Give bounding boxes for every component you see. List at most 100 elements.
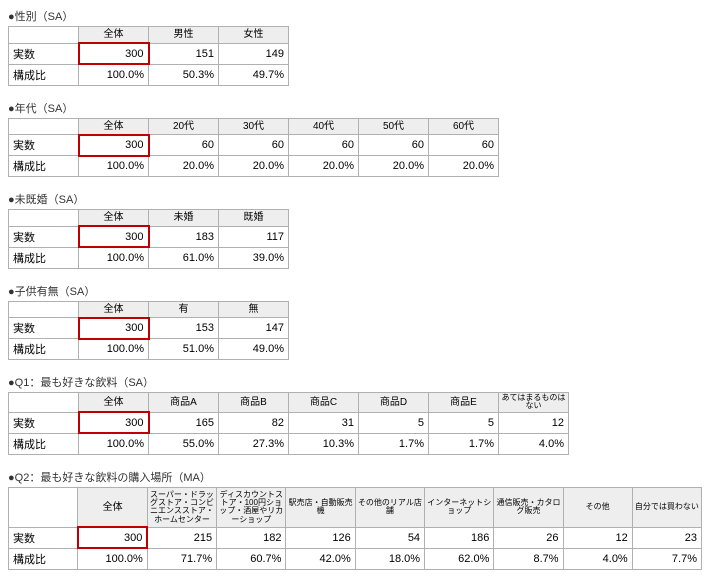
col-header: スーパー・ドラッグストア・コンビニエンスストア・ホームセンター (147, 487, 216, 527)
row-header-count: 実数 (9, 135, 79, 156)
row-header-ratio: 構成比 (9, 548, 78, 569)
col-header: 男性 (149, 27, 219, 44)
total-count-cell: 300 (79, 43, 149, 64)
col-header: 既婚 (219, 210, 289, 227)
ratio-cell: 71.7% (147, 548, 216, 569)
corner-cell (9, 210, 79, 227)
section-title: ●Q1：最も好きな飲料（SA） (8, 374, 702, 390)
ratio-cell: 10.3% (289, 433, 359, 454)
row-header-count: 実数 (9, 43, 79, 64)
row-header-count: 実数 (9, 318, 79, 339)
section-0: ●性別（SA） 全体男性女性実数300151149構成比100.0%50.3%4… (8, 8, 702, 86)
section-2: ●未既婚（SA） 全体未婚既婚実数300183117構成比100.0%61.0%… (8, 191, 702, 269)
count-cell: 60 (149, 135, 219, 156)
ratio-cell: 39.0% (219, 247, 289, 268)
count-cell: 182 (217, 527, 286, 548)
section-4: ●Q1：最も好きな飲料（SA） 全体商品A商品B商品C商品D商品Eあてはまるもの… (8, 374, 702, 455)
count-cell: 5 (429, 412, 499, 433)
col-header: 30代 (219, 118, 289, 135)
ratio-cell: 8.7% (494, 548, 563, 569)
section-1: ●年代（SA） 全体20代30代40代50代60代実数3006060606060… (8, 100, 702, 178)
count-cell: 12 (563, 527, 632, 548)
col-header: ディスカウントストア・100円ショップ・酒屋やリカーショップ (217, 487, 286, 527)
section-title: ●子供有無（SA） (8, 283, 702, 299)
ratio-cell: 62.0% (425, 548, 494, 569)
count-cell: 5 (359, 412, 429, 433)
data-table: 全体男性女性実数300151149構成比100.0%50.3%49.7% (8, 26, 289, 86)
col-header: 商品D (359, 393, 429, 413)
col-header-total: 全体 (79, 27, 149, 44)
count-cell: 54 (355, 527, 424, 548)
section-3: ●子供有無（SA） 全体有無実数300153147構成比100.0%51.0%4… (8, 283, 702, 361)
ratio-cell: 100.0% (79, 339, 149, 360)
count-cell: 147 (219, 318, 289, 339)
row-header-ratio: 構成比 (9, 247, 79, 268)
col-header-total: 全体 (79, 393, 149, 413)
ratio-cell: 7.7% (632, 548, 701, 569)
col-header: 駅売店・自動販売機 (286, 487, 355, 527)
ratio-cell: 20.0% (219, 156, 289, 177)
row-header-ratio: 構成比 (9, 156, 79, 177)
count-cell: 153 (149, 318, 219, 339)
section-title: ●性別（SA） (8, 8, 702, 24)
ratio-cell: 50.3% (149, 64, 219, 85)
ratio-cell: 49.7% (219, 64, 289, 85)
data-table: 全体商品A商品B商品C商品D商品Eあてはまるものはない実数30016582315… (8, 392, 569, 455)
col-header: 50代 (359, 118, 429, 135)
ratio-cell: 20.0% (289, 156, 359, 177)
count-cell: 60 (219, 135, 289, 156)
col-header: 20代 (149, 118, 219, 135)
section-title: ●未既婚（SA） (8, 191, 702, 207)
count-cell: 149 (219, 43, 289, 64)
total-count-cell: 300 (79, 412, 149, 433)
ratio-cell: 18.0% (355, 548, 424, 569)
ratio-cell: 42.0% (286, 548, 355, 569)
corner-cell (9, 487, 78, 527)
ratio-cell: 20.0% (149, 156, 219, 177)
col-header: 40代 (289, 118, 359, 135)
ratio-cell: 1.7% (359, 433, 429, 454)
corner-cell (9, 301, 79, 318)
ratio-cell: 20.0% (429, 156, 499, 177)
ratio-cell: 4.0% (563, 548, 632, 569)
col-header: その他 (563, 487, 632, 527)
count-cell: 12 (499, 412, 569, 433)
col-header: 女性 (219, 27, 289, 44)
col-header: インターネットショップ (425, 487, 494, 527)
count-cell: 183 (149, 226, 219, 247)
data-table: 全体未婚既婚実数300183117構成比100.0%61.0%39.0% (8, 209, 289, 269)
col-header: 商品C (289, 393, 359, 413)
section-title: ●年代（SA） (8, 100, 702, 116)
col-header-total: 全体 (79, 118, 149, 135)
ratio-cell: 61.0% (149, 247, 219, 268)
col-header: 有 (149, 301, 219, 318)
data-table: 全体有無実数300153147構成比100.0%51.0%49.0% (8, 301, 289, 361)
col-header: 商品A (149, 393, 219, 413)
col-header: 無 (219, 301, 289, 318)
ratio-cell: 100.0% (79, 156, 149, 177)
ratio-cell: 51.0% (149, 339, 219, 360)
count-cell: 60 (429, 135, 499, 156)
count-cell: 165 (149, 412, 219, 433)
corner-cell (9, 27, 79, 44)
total-count-cell: 300 (78, 527, 147, 548)
row-header-ratio: 構成比 (9, 64, 79, 85)
col-header: その他のリアル店舗 (355, 487, 424, 527)
data-table: 全体スーパー・ドラッグストア・コンビニエンスストア・ホームセンターディスカウント… (8, 487, 702, 570)
corner-cell (9, 393, 79, 413)
count-cell: 60 (359, 135, 429, 156)
total-count-cell: 300 (79, 135, 149, 156)
corner-cell (9, 118, 79, 135)
col-header: 通信販売・カタログ販売 (494, 487, 563, 527)
col-header: 60代 (429, 118, 499, 135)
col-header: 未婚 (149, 210, 219, 227)
section-5: ●Q2：最も好きな飲料の購入場所（MA） 全体スーパー・ドラッグストア・コンビニ… (8, 469, 702, 570)
count-cell: 31 (289, 412, 359, 433)
count-cell: 26 (494, 527, 563, 548)
ratio-cell: 49.0% (219, 339, 289, 360)
total-count-cell: 300 (79, 226, 149, 247)
count-cell: 60 (289, 135, 359, 156)
ratio-cell: 55.0% (149, 433, 219, 454)
count-cell: 215 (147, 527, 216, 548)
count-cell: 126 (286, 527, 355, 548)
